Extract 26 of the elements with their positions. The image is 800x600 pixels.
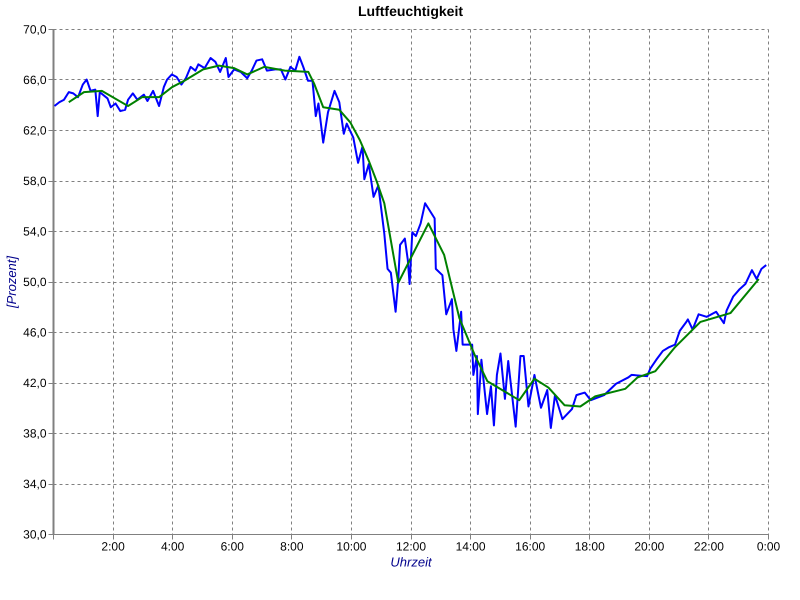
x-axis-title: Uhrzeit [390, 554, 433, 570]
y-tick-label: 42,0 [23, 376, 47, 390]
x-tick-label: 22:00 [694, 540, 724, 554]
x-tick-label: 16:00 [515, 540, 546, 554]
x-tick-label: 20:00 [634, 540, 665, 554]
x-tick-label: 2:00 [101, 540, 126, 554]
x-tick-label: 0:00 [756, 540, 780, 554]
x-tick-label: 18:00 [574, 540, 606, 554]
y-tick-label: 70,0 [23, 22, 47, 36]
y-tick-label: 46,0 [23, 326, 47, 340]
y-tick-label: 62,0 [23, 124, 47, 138]
y-tick-label: 50,0 [23, 275, 47, 289]
y-tick-label: 54,0 [23, 224, 47, 238]
x-tick-label: 14:00 [456, 540, 486, 554]
x-tick-label: 6:00 [220, 540, 244, 554]
chart-title: Luftfeuchtigkeit [358, 3, 464, 19]
y-tick-label: 38,0 [23, 426, 47, 440]
y-tick-label: 66,0 [23, 73, 47, 87]
y-tick-label: 58,0 [23, 174, 47, 188]
y-tick-label: 30,0 [23, 528, 47, 542]
x-tick-label: 8:00 [280, 540, 304, 554]
x-tick-label: 12:00 [396, 540, 426, 554]
y-axis-title: [Prozent] [4, 256, 20, 310]
x-tick-label: 10:00 [336, 540, 367, 554]
x-tick-label: 4:00 [160, 540, 185, 554]
y-tick-label: 34,0 [23, 477, 47, 491]
